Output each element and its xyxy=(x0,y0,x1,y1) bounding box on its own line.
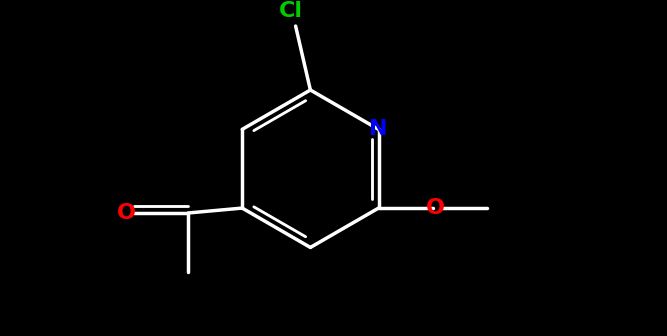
Text: Cl: Cl xyxy=(279,1,303,21)
Text: O: O xyxy=(426,198,445,218)
Text: O: O xyxy=(117,203,135,223)
Text: N: N xyxy=(370,119,388,139)
